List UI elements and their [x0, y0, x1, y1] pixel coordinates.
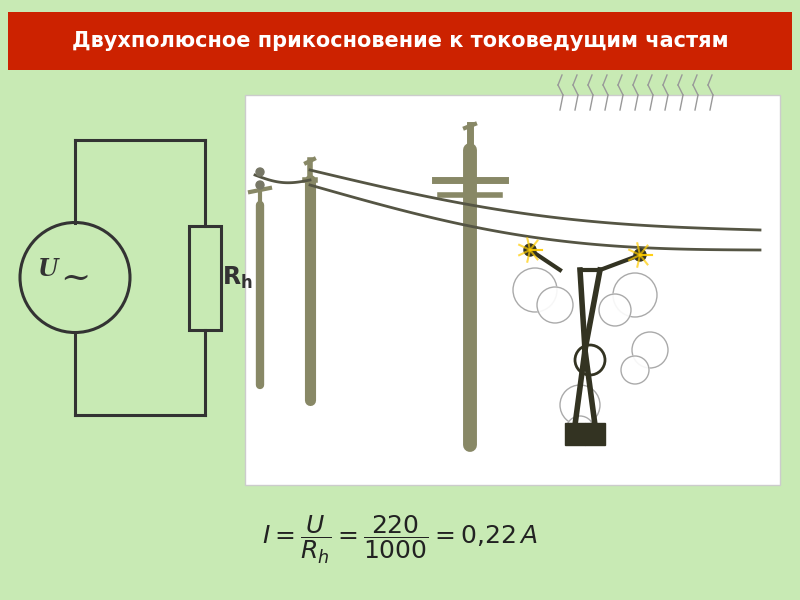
Circle shape [599, 294, 631, 326]
Text: $\mathbf{R_h}$: $\mathbf{R_h}$ [222, 265, 253, 290]
Circle shape [256, 181, 264, 189]
Circle shape [621, 356, 649, 384]
Circle shape [566, 416, 594, 444]
Circle shape [537, 287, 573, 323]
Circle shape [634, 249, 646, 261]
Circle shape [524, 244, 536, 256]
Bar [565, 423, 585, 445]
Text: U: U [37, 257, 58, 281]
Circle shape [613, 273, 657, 317]
Text: Двухполюсное прикосновение к токоведущим частям: Двухполюсное прикосновение к токоведущим… [72, 31, 728, 51]
Circle shape [560, 385, 600, 425]
Bar [245, 95, 780, 485]
Circle shape [632, 332, 668, 368]
Bar [189, 226, 221, 329]
Bar [585, 423, 605, 445]
Text: $I = \dfrac{U}{R_h} = \dfrac{220}{1000} = 0{,}22\,A$: $I = \dfrac{U}{R_h} = \dfrac{220}{1000} … [262, 514, 538, 566]
Text: ~: ~ [60, 260, 90, 295]
Circle shape [513, 268, 557, 312]
Bar [8, 12, 792, 70]
Circle shape [256, 168, 264, 176]
